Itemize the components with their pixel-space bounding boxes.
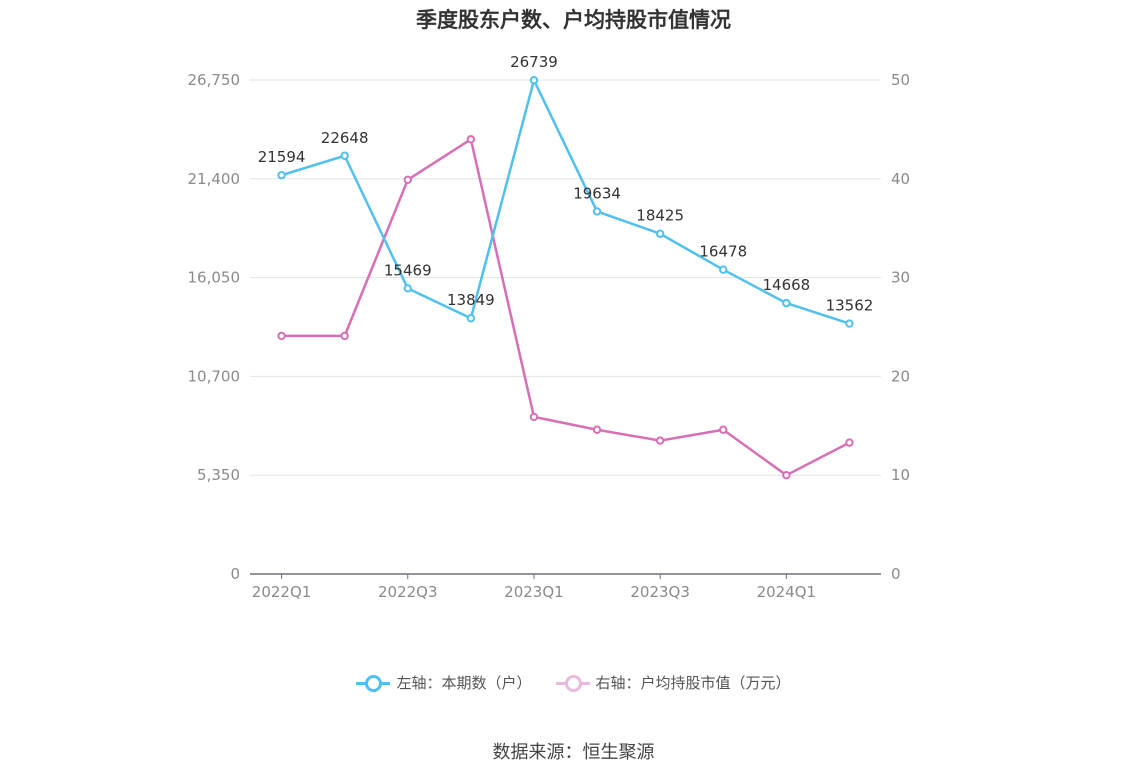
y-left-tick-label: 0 — [230, 565, 240, 583]
series-line-households — [281, 78, 850, 325]
axes: 0 0 5,350 10 10,700 20 16,050 30 21,400 40 26,750 5… — [188, 71, 911, 601]
data-label-households: 14668 — [762, 276, 810, 294]
data-label-households: 13849 — [447, 291, 495, 309]
point-households — [403, 284, 412, 293]
data-source: 数据来源：恒生聚源 — [492, 742, 655, 763]
data-label-households: 21594 — [258, 148, 306, 166]
point-households — [655, 229, 665, 238]
point-households — [277, 171, 286, 180]
y-right-tick-label: 50 — [891, 71, 910, 89]
point-avg-value — [403, 175, 412, 184]
point-avg-value — [719, 425, 728, 434]
y-right-tick-label: 40 — [891, 170, 910, 188]
data-label-households: 13562 — [826, 297, 874, 315]
point-avg-value — [845, 438, 854, 447]
point-households — [340, 151, 349, 160]
x-tick-label: 2023Q3 — [630, 583, 690, 601]
y-right-tick-label: 20 — [891, 367, 910, 385]
y-left-tick-label: 10,700 — [188, 367, 241, 385]
y-left-tick-label: 5,350 — [197, 466, 240, 484]
point-avg-value — [782, 471, 791, 480]
legend-item-avg-value[interactable]: 右轴：户均持股市值（万元） — [555, 672, 791, 693]
legend-swatch-avg-value-icon — [555, 674, 590, 692]
chart-title: 季度股东户数、户均持股市值情况 — [416, 8, 731, 32]
point-avg-value — [277, 331, 286, 341]
legend-label-households: 左轴：本期数（户） — [396, 674, 532, 692]
point-households — [466, 314, 476, 323]
legend-swatch-households-icon — [356, 674, 391, 692]
y-right-tick-label: 10 — [891, 466, 910, 484]
legend: 左轴：本期数（户） 右轴：户均持股市值（万元） — [0, 672, 1147, 693]
series-line-avg-value — [281, 138, 851, 477]
point-avg-value — [340, 331, 349, 341]
data-label-households: 18425 — [636, 207, 684, 225]
point-avg-value — [655, 436, 665, 445]
point-households — [719, 265, 728, 274]
data-label-households: 15469 — [384, 261, 432, 279]
x-tick-label: 2022Q1 — [252, 583, 312, 601]
y-left-tick-label: 21,400 — [188, 170, 241, 188]
x-tick-label: 2024Q1 — [757, 583, 817, 601]
point-households — [592, 207, 602, 216]
point-households — [529, 76, 539, 85]
point-avg-value — [592, 425, 602, 434]
x-tick-label: 2023Q1 — [504, 583, 564, 601]
data-label-households: 16478 — [699, 243, 747, 261]
x-tick-label: 2022Q3 — [378, 583, 438, 601]
y-left-tick-label: 16,050 — [188, 269, 241, 287]
y-right-tick-label: 30 — [891, 269, 910, 287]
point-avg-value — [466, 135, 476, 144]
point-households — [782, 298, 791, 308]
point-households — [845, 319, 854, 328]
data-label-households: 22648 — [321, 129, 369, 147]
legend-item-households[interactable]: 左轴：本期数（户） — [356, 672, 532, 693]
data-label-households: 26739 — [510, 53, 558, 71]
series — [277, 76, 854, 480]
data-labels: 21594 22648 15469 13849 26739 19634 18425 16478… — [258, 53, 874, 314]
y-right-tick-label: 0 — [891, 565, 901, 583]
legend-label-avg-value: 右轴：户均持股市值（万元） — [595, 674, 791, 692]
data-label-households: 19634 — [573, 184, 621, 202]
point-avg-value — [529, 412, 539, 422]
y-left-tick-label: 26,750 — [188, 71, 241, 89]
